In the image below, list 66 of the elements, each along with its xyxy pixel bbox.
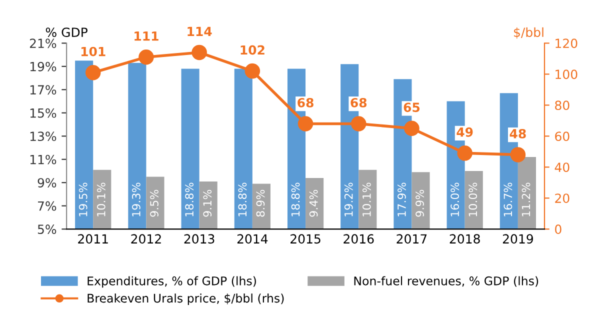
y2-tick-label: 80 <box>555 100 570 110</box>
data-label: 48 <box>510 128 526 138</box>
data-label: 111 <box>134 32 158 41</box>
y-tick-label: 17% <box>30 85 56 95</box>
y-tick-label: 5% <box>38 224 56 234</box>
data-label: 16.0% <box>450 182 460 216</box>
data-label: 19.5% <box>78 182 88 216</box>
data-label: 19.2% <box>344 182 353 216</box>
data-label: 10.1% <box>96 182 106 216</box>
legend-label: Breakeven Urals price, $/bbl (rhs) <box>88 294 284 305</box>
y-tick-label: 13% <box>30 132 56 142</box>
data-label: 68 <box>298 98 314 108</box>
y-tick-label: 21% <box>30 38 56 48</box>
data-label: 114 <box>188 26 212 36</box>
data-label: 18.8% <box>238 182 247 216</box>
y-tick-label: 11% <box>30 154 56 164</box>
point <box>510 147 526 162</box>
data-label: 8.9% <box>256 190 265 217</box>
data-label: 49 <box>456 127 473 137</box>
y-tick-label: 9% <box>38 178 56 188</box>
data-label: 18.8% <box>291 182 300 216</box>
y2-tick-label: 120 <box>556 38 578 48</box>
y2-tick-label: 20 <box>555 194 570 204</box>
point <box>244 63 260 79</box>
data-label: 16.7% <box>504 182 512 216</box>
y2-tick-label: 0 <box>555 224 562 234</box>
data-label: 9.4% <box>309 190 318 217</box>
point <box>350 116 366 132</box>
data-label: 68 <box>350 98 367 108</box>
y-tick-label: 7% <box>38 201 56 211</box>
y2-tick-label: 60 <box>555 132 570 142</box>
y2-tick-label: 100 <box>556 70 578 80</box>
point <box>85 64 101 80</box>
data-label: 18.8% <box>185 182 194 216</box>
data-label: 102 <box>240 45 264 55</box>
data-label: 10.1% <box>362 182 371 216</box>
data-label: 17.9% <box>398 182 406 216</box>
data-label: 65 <box>404 102 420 112</box>
x-tick-label: 2017 <box>396 234 427 244</box>
legend-label: Expenditures, % of GDP (lhs) <box>88 276 256 288</box>
data-label: 11.2% <box>522 182 530 216</box>
y-tick-label: 19% <box>30 62 56 72</box>
x-tick-label: 2015 <box>290 234 320 244</box>
x-tick-label: 2011 <box>78 234 108 244</box>
y2-tick-label: 40 <box>554 162 570 172</box>
x-tick-label: 2013 <box>184 234 214 244</box>
data-label: 9.5% <box>150 190 158 217</box>
data-label: 19.3% <box>132 182 140 216</box>
point <box>457 146 472 161</box>
x-tick-label: 2018 <box>450 234 480 244</box>
x-tick-label: 2012 <box>131 234 161 244</box>
data-label: 101 <box>81 46 106 56</box>
point <box>404 120 420 136</box>
point <box>298 116 314 132</box>
legend-label: Non-fuel revenues, % GDP (lhs) <box>354 276 538 287</box>
y-axis-title: % GDP <box>46 28 88 38</box>
point <box>192 44 207 60</box>
data-label: 10.0% <box>468 182 478 216</box>
y-tick-label: 15% <box>30 108 56 118</box>
x-tick-label: 2016 <box>344 234 374 244</box>
data-label: 9.9% <box>416 190 424 217</box>
y2-axis-title: $/bbl <box>514 27 544 39</box>
point <box>138 49 154 65</box>
data-label: 9.1% <box>203 190 212 217</box>
x-tick-label: 2019 <box>502 234 533 244</box>
x-tick-label: 2014 <box>237 234 268 244</box>
